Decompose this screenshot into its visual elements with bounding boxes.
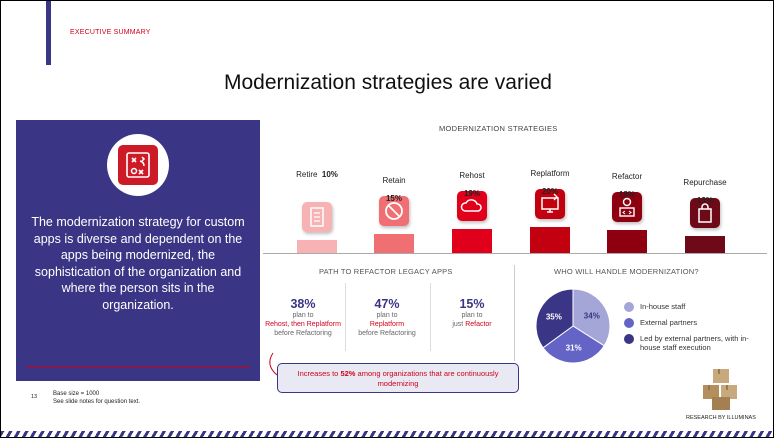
pie-label-3: 35% (546, 312, 562, 321)
strategy-icon (118, 145, 158, 185)
strategies-baseline (263, 253, 767, 254)
document-icon (302, 202, 332, 233)
refactor-highlight-1: Rehost, then Replatform (265, 321, 341, 328)
strategy-pct: 15% (385, 193, 402, 203)
strategy-bar-retire (297, 240, 337, 253)
strategy-bar-retain (374, 233, 414, 253)
strategy-name: Refactor (611, 171, 643, 181)
callout-pre: Increases to (297, 369, 341, 378)
legend-item-external: External partners (624, 318, 697, 328)
top-accent-bar (46, 1, 51, 65)
strategy-name: Retire (296, 170, 318, 180)
legend-label-external: External partners (640, 318, 698, 327)
strategy-label-rehost: Rehost 19% (437, 165, 507, 201)
page-number: 13 (31, 394, 38, 400)
section-divider (514, 265, 515, 361)
coder-icon (612, 191, 642, 222)
refactor-highlight-3: Refactor (465, 321, 492, 328)
continuous-modernizing-callout: Increases to 52% among organizations tha… (277, 363, 519, 393)
refactor-pre-1: plan to (292, 312, 314, 319)
strategy-icon-circle (107, 134, 169, 196)
legend-label-in-house: In-house staff (640, 302, 686, 311)
strategy-bar-rehost (452, 228, 492, 253)
callout-bold: 52% (340, 369, 356, 378)
legend-item-led-external: Led by external partners, with in- house… (624, 334, 764, 352)
bottom-stripe (1, 431, 773, 437)
refactor-divider-2 (430, 283, 431, 351)
strategy-label-retire: Retire 10% (282, 164, 352, 182)
strategy-name: Replatform (530, 169, 570, 179)
refactor-desc-3: plan to just Refactor (432, 311, 512, 329)
strategy-name: Retain (382, 175, 406, 185)
refactor-pre-3: plan to (461, 312, 483, 319)
refactor-pct-3: 15% (459, 297, 485, 311)
base-note: Base size = 1000 See slide notes for que… (53, 390, 140, 406)
section-label: EXECUTIVE SUMMARY (70, 29, 151, 36)
refactor-highlight-2: Replatform (369, 321, 405, 328)
refactor-pct-1: 38% (290, 297, 316, 311)
strategy-label-replatform: Replatform 20% (515, 163, 585, 199)
legend-dot-in-house (624, 302, 634, 312)
refactor-divider-1 (345, 283, 346, 351)
refactor-item-3: 15% plan to just Refactor (432, 297, 512, 329)
monitor-icon (535, 189, 565, 220)
legend-item-in-house: In-house staff (624, 302, 685, 312)
strategy-pct: 20% (541, 187, 558, 197)
strategy-bar-refactor (607, 229, 647, 253)
page-title: Modernization strategies are varied (223, 71, 552, 94)
slide-notes-note: See slide notes for question text. (53, 399, 141, 405)
refactor-post-2: before Refactoring (358, 330, 416, 337)
cloud-icon (457, 190, 487, 221)
refactor-pct-2: 47% (374, 297, 400, 311)
refactor-post-3: just (452, 321, 464, 328)
refactor-desc-2: plan to Replatform before Refactoring (347, 311, 427, 338)
refactor-desc-1: plan to Rehost, then Replatform before R… (263, 311, 343, 338)
callout-connector (269, 352, 278, 376)
strategies-title: MODERNIZATION STRATEGIES (439, 124, 558, 133)
strategy-pct: 18% (618, 189, 635, 199)
refactor-post-1: before Refactoring (274, 330, 332, 337)
who-handles-title: WHO WILL HANDLE MODERNIZATION? (554, 267, 699, 276)
research-credit: RESEARCH BY ILLUMINAS (686, 415, 756, 421)
who-handles-pie-chart: 34% 31% 35% (535, 288, 611, 364)
strategy-pct: 19% (463, 188, 480, 198)
legend-dot-led-external (624, 334, 634, 344)
strategy-bar-replatform (530, 227, 570, 253)
strategy-label-repurchase: Repurchase 13% (670, 172, 740, 208)
strategy-label-retain: Retain 15% (359, 170, 429, 206)
boxes-logo (703, 369, 737, 410)
legend-label-led-external: Led by external partners, with in- house… (640, 334, 749, 352)
refactor-item-2: 47% plan to Replatform before Refactorin… (347, 297, 427, 338)
summary-text: The modernization strategy for custom ap… (31, 215, 245, 312)
base-size-note: Base size = 1000 (53, 391, 100, 397)
refactor-item-1: 38% plan to Rehost, then Replatform befo… (263, 297, 343, 338)
refactor-path-title: PATH TO REFACTOR LEGACY APPS (319, 267, 453, 276)
pie-label-2: 31% (566, 343, 582, 352)
callout-post: among organizations that are continuousl… (355, 369, 499, 388)
strategy-name: Rehost (459, 170, 485, 180)
summary-panel: The modernization strategy for custom ap… (16, 120, 260, 381)
strategy-pct: 13% (696, 196, 713, 206)
shopping-bag-icon (690, 198, 720, 229)
strategy-name: Repurchase (683, 178, 727, 188)
panel-divider (26, 366, 250, 367)
refactor-pre-2: plan to (376, 312, 398, 319)
legend-dot-external (624, 318, 634, 328)
no-entry-icon (379, 195, 409, 226)
strategy-pct: 10% (321, 170, 338, 180)
pie-slice-2 (542, 325, 605, 364)
strategy-bar-repurchase (685, 236, 725, 253)
strategy-label-refactor: Refactor 18% (592, 166, 662, 202)
pie-label-1: 34% (584, 312, 600, 321)
pie-slice-3 (535, 288, 574, 349)
